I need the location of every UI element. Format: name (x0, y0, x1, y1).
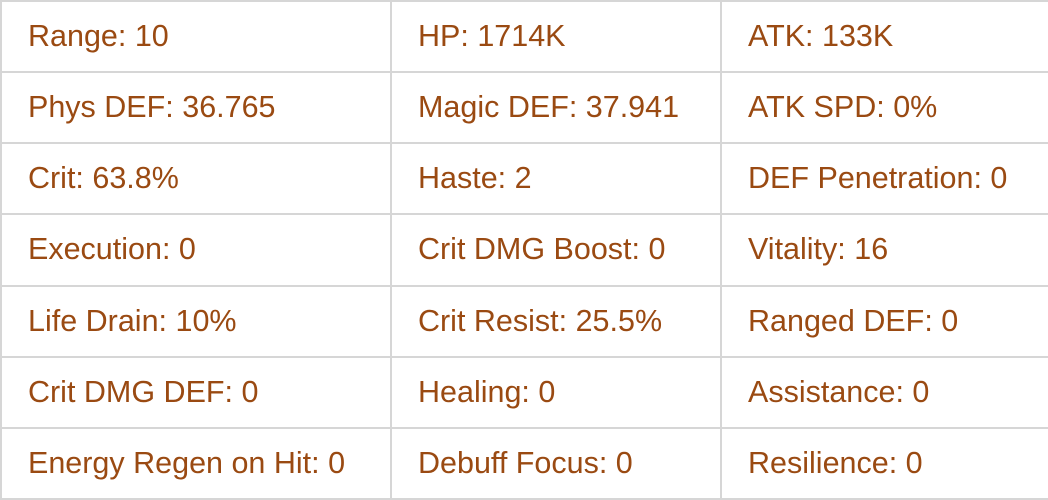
table-row: Execution: 0 Crit DMG Boost: 0 Vitality: 1… (0, 213, 1048, 287)
table-row: Life Drain: 10% Crit Resist: 25.5% Ranged … (0, 284, 1048, 358)
table-row: Crit DMG DEF: 0 Healing: 0 Assistance: 0 (0, 355, 1048, 429)
table-row: Range: 10 HP: 1714K ATK: 133K (0, 0, 1048, 74)
stat-cell: Phys DEF: 36.765 (0, 71, 392, 145)
stat-cell: Magic DEF: 37.941 (390, 71, 722, 145)
stat-cell: Crit DMG DEF: 0 (0, 355, 392, 429)
stat-cell: Resilience: 0 (720, 426, 1048, 500)
stat-cell: Execution: 0 (0, 213, 392, 287)
stat-cell: DEF Penetration: 0 (720, 142, 1048, 216)
stat-cell: Haste: 2 (390, 142, 722, 216)
stat-cell: HP: 1714K (390, 0, 722, 74)
stat-cell: Assistance: 0 (720, 355, 1048, 429)
stat-cell: ATK SPD: 0% (720, 71, 1048, 145)
stat-cell: Energy Regen on Hit: 0 (0, 426, 392, 500)
stat-cell: Vitality: 16 (720, 213, 1048, 287)
stat-cell: Crit Resist: 25.5% (390, 284, 722, 358)
stat-cell: ATK: 133K (720, 0, 1048, 74)
stat-cell: Range: 10 (0, 0, 392, 74)
table-row: Crit: 63.8% Haste: 2 DEF Penetration: 0 (0, 142, 1048, 216)
stat-cell: Healing: 0 (390, 355, 722, 429)
stat-cell: Debuff Focus: 0 (390, 426, 722, 500)
stat-cell: Life Drain: 10% (0, 284, 392, 358)
stat-cell: Crit DMG Boost: 0 (390, 213, 722, 287)
table-row: Phys DEF: 36.765 Magic DEF: 37.941 ATK SPD… (0, 71, 1048, 145)
stat-cell: Crit: 63.8% (0, 142, 392, 216)
table-row: Energy Regen on Hit: 0 Debuff Focus: 0 Res… (0, 426, 1048, 500)
stat-cell: Ranged DEF: 0 (720, 284, 1048, 358)
